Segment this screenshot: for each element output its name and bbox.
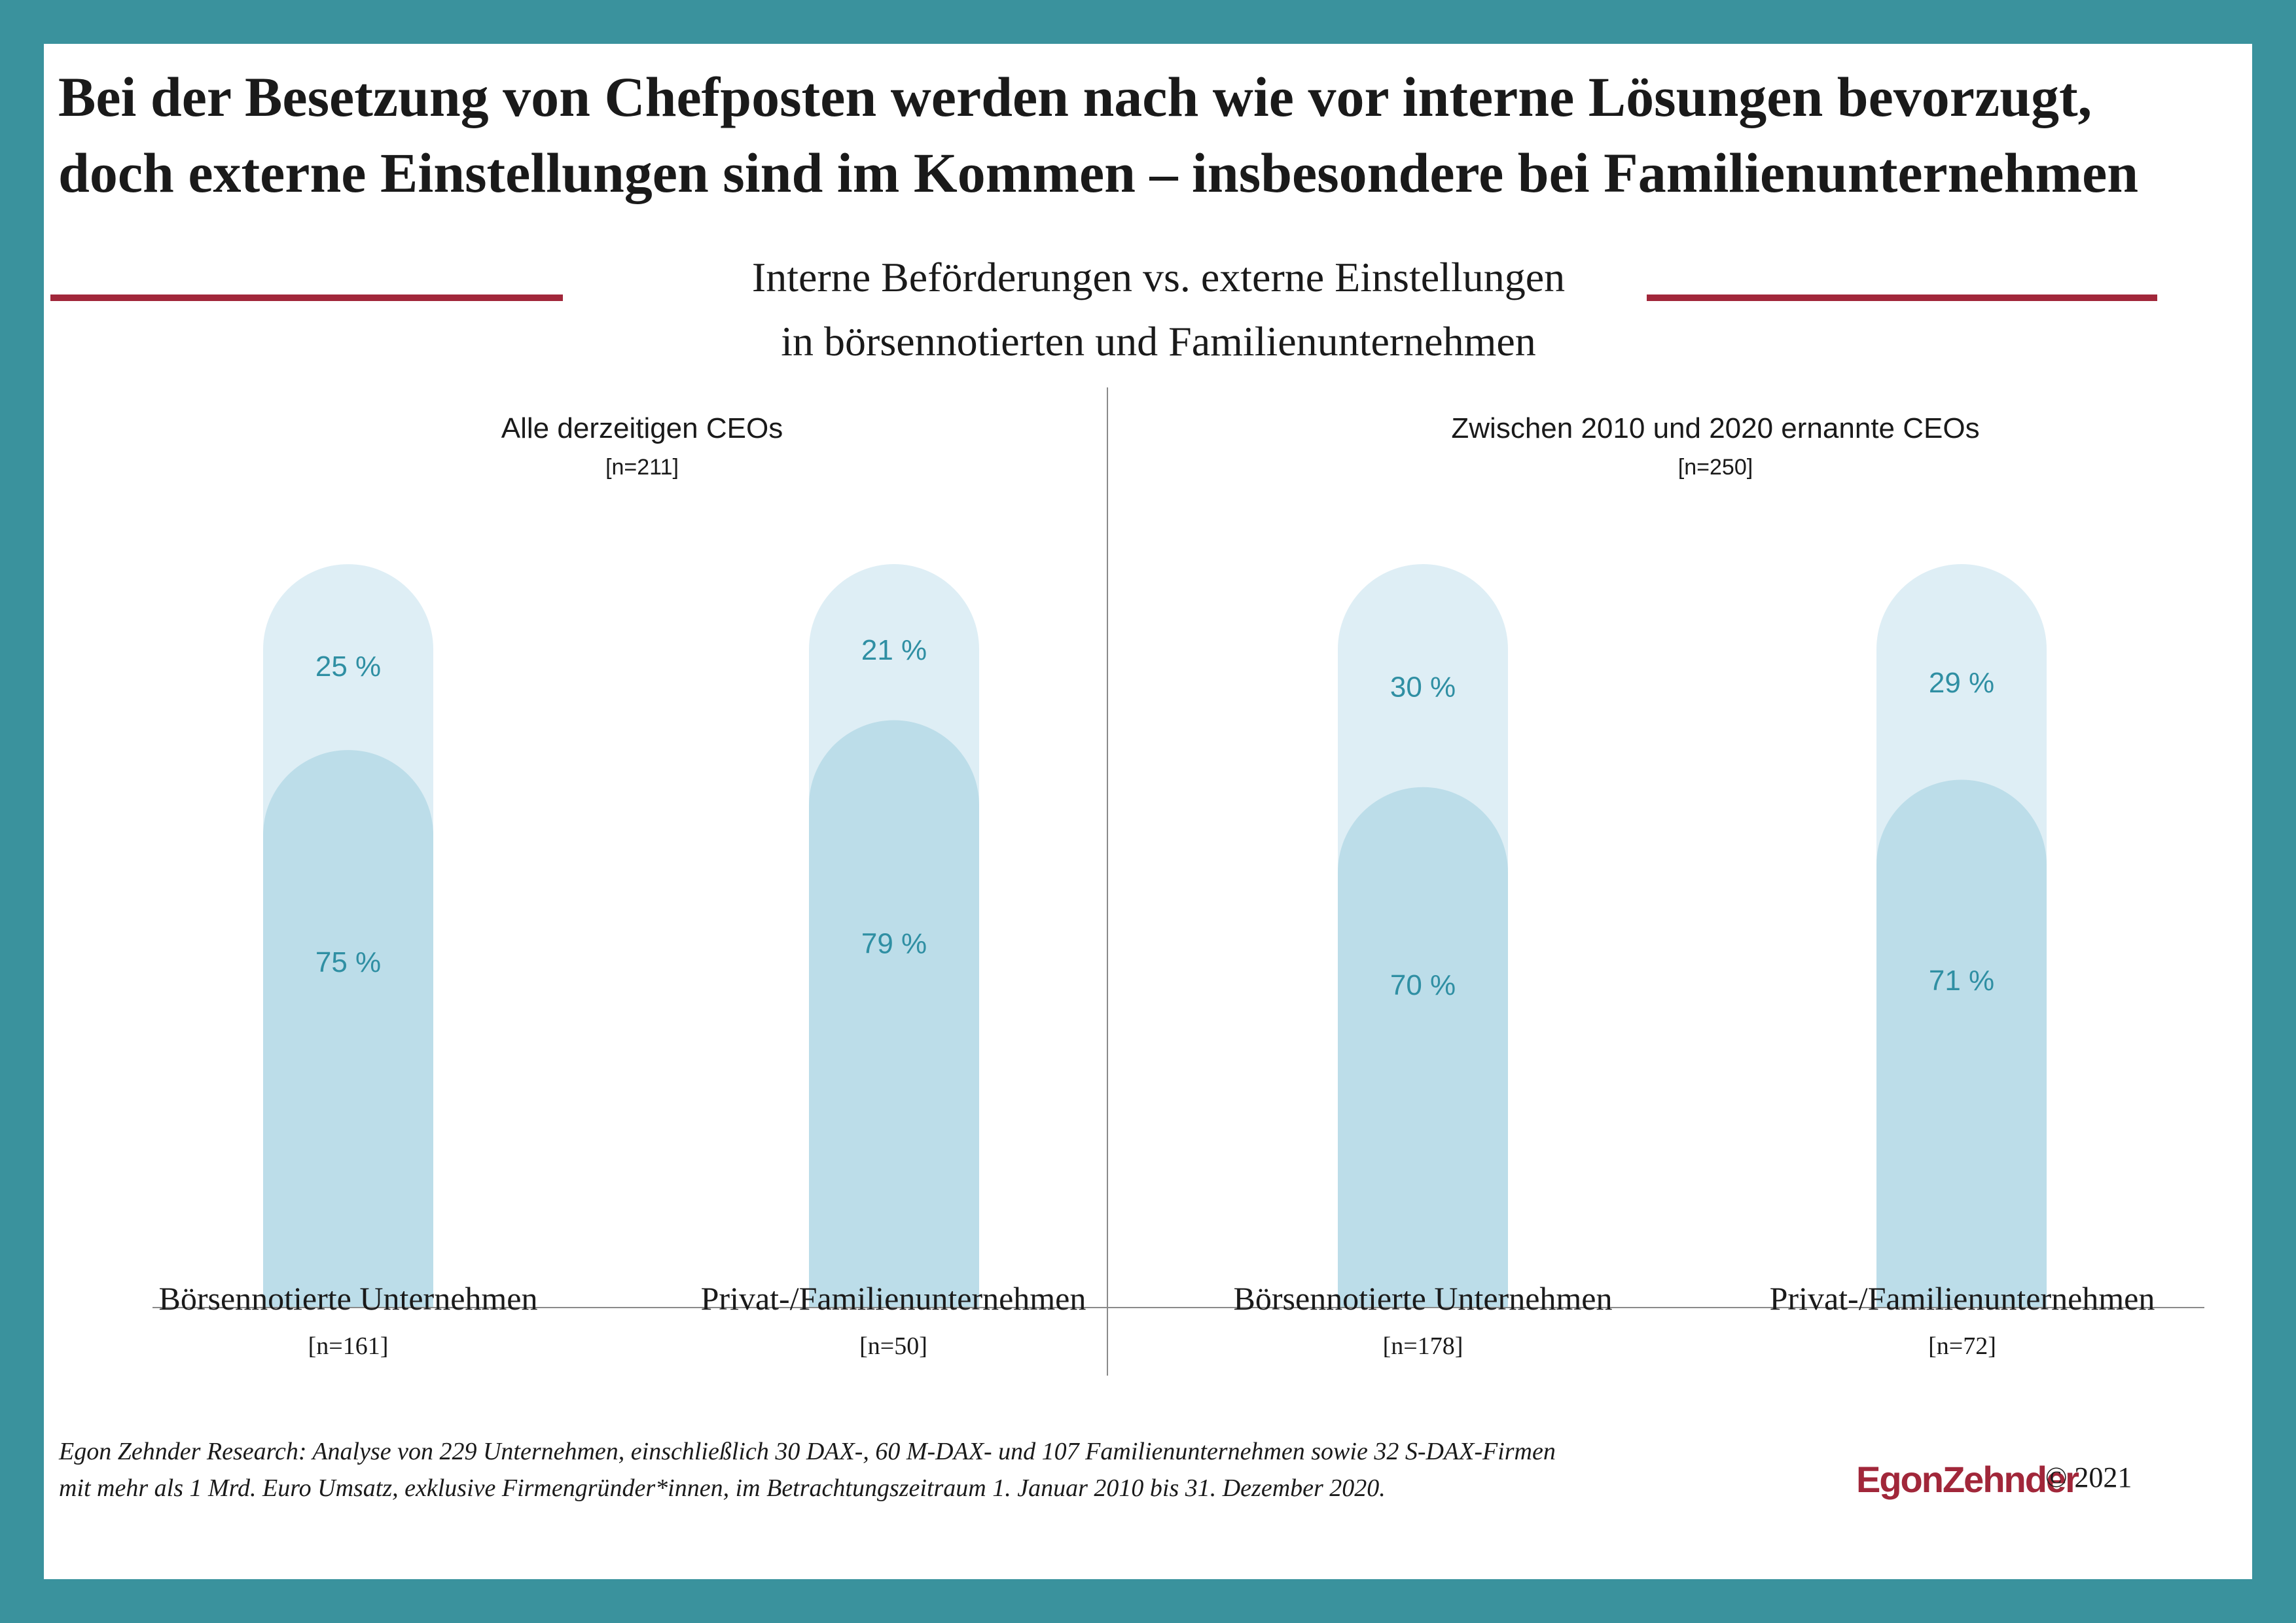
value-label-external: 21 % [861, 634, 927, 666]
panel-n-appointed-ceos: [n=250] [1677, 455, 1753, 480]
headline: Bei der Besetzung von Chefposten werden … [58, 59, 2218, 211]
value-label-internal: 70 % [1390, 969, 1456, 1001]
footnote-line-2: mit mehr als 1 Mrd. Euro Umsatz, exklusi… [59, 1474, 1386, 1502]
chart-subtitle: Interne Beförderungen vs. externe Einste… [524, 245, 1793, 374]
copyright: © 2021 [2045, 1461, 2132, 1493]
headline-line-1: Bei der Besetzung von Chefposten werden … [58, 65, 2092, 128]
left-accent-rule [50, 294, 563, 301]
category-label: Privat-/Familienunternehmen [700, 1280, 1086, 1317]
bar-internal [809, 720, 979, 1308]
source-footnote: Egon Zehnder Research: Analyse von 229 U… [59, 1433, 1859, 1507]
subtitle-line-2: in börsennotierten und Familienunternehm… [781, 318, 1536, 365]
bar-internal [1876, 779, 2047, 1308]
panel-title-current-ceos: Alle derzeitigen CEOs [501, 412, 783, 444]
panel-n-current-ceos: [n=211] [605, 455, 679, 480]
category-label: Börsennotierte Unternehmen [1233, 1280, 1613, 1317]
value-label-external: 30 % [1390, 671, 1456, 703]
bar-internal [263, 750, 433, 1308]
category-n: [n=50] [859, 1332, 927, 1360]
category-label: Privat-/Familienunternehmen [1769, 1280, 2155, 1317]
subtitle-line-1: Interne Beförderungen vs. externe Einste… [751, 254, 1566, 300]
value-label-external: 29 % [1929, 667, 1994, 699]
headline-line-2: doch externe Einstellungen sind im Komme… [58, 141, 2139, 204]
panel-title-appointed-ceos: Zwischen 2010 und 2020 ernannte CEOs [1451, 412, 1980, 444]
bar-group: 25 % 75 % 21 % 79 % 30 % 70 % 29 % 71 % [263, 564, 2047, 1308]
right-accent-rule [1647, 294, 2157, 301]
value-label-internal: 79 % [861, 928, 927, 960]
value-label-internal: 71 % [1929, 965, 1994, 997]
category-n: [n=178] [1382, 1332, 1463, 1360]
panel-divider [1107, 387, 1108, 1376]
footnote-line-1: Egon Zehnder Research: Analyse von 229 U… [59, 1438, 1556, 1465]
category-n: [n=161] [308, 1332, 389, 1360]
value-label-external: 25 % [315, 651, 381, 683]
brand-logo: EgonZehnder [1856, 1459, 2079, 1500]
bar-internal [1338, 787, 1508, 1308]
category-n: [n=72] [1928, 1332, 1996, 1360]
category-label: Börsennotierte Unternehmen [158, 1280, 538, 1317]
value-label-internal: 75 % [315, 946, 381, 978]
